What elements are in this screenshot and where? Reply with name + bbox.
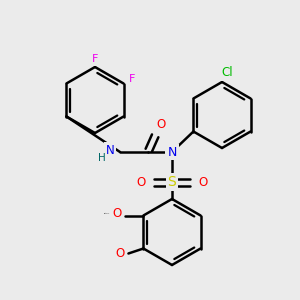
Text: H: H bbox=[98, 153, 106, 163]
Text: S: S bbox=[168, 175, 176, 189]
Text: methoxy: methoxy bbox=[90, 212, 97, 214]
Text: O: O bbox=[136, 176, 146, 188]
Text: O: O bbox=[198, 176, 208, 188]
Text: O: O bbox=[116, 247, 125, 260]
Text: methoxy: methoxy bbox=[103, 212, 110, 214]
Text: N: N bbox=[167, 146, 177, 158]
Text: F: F bbox=[128, 74, 135, 83]
Text: O: O bbox=[113, 207, 122, 220]
Text: F: F bbox=[92, 54, 98, 64]
Text: O: O bbox=[156, 118, 166, 131]
Text: Cl: Cl bbox=[221, 67, 233, 80]
Text: N: N bbox=[106, 143, 114, 157]
